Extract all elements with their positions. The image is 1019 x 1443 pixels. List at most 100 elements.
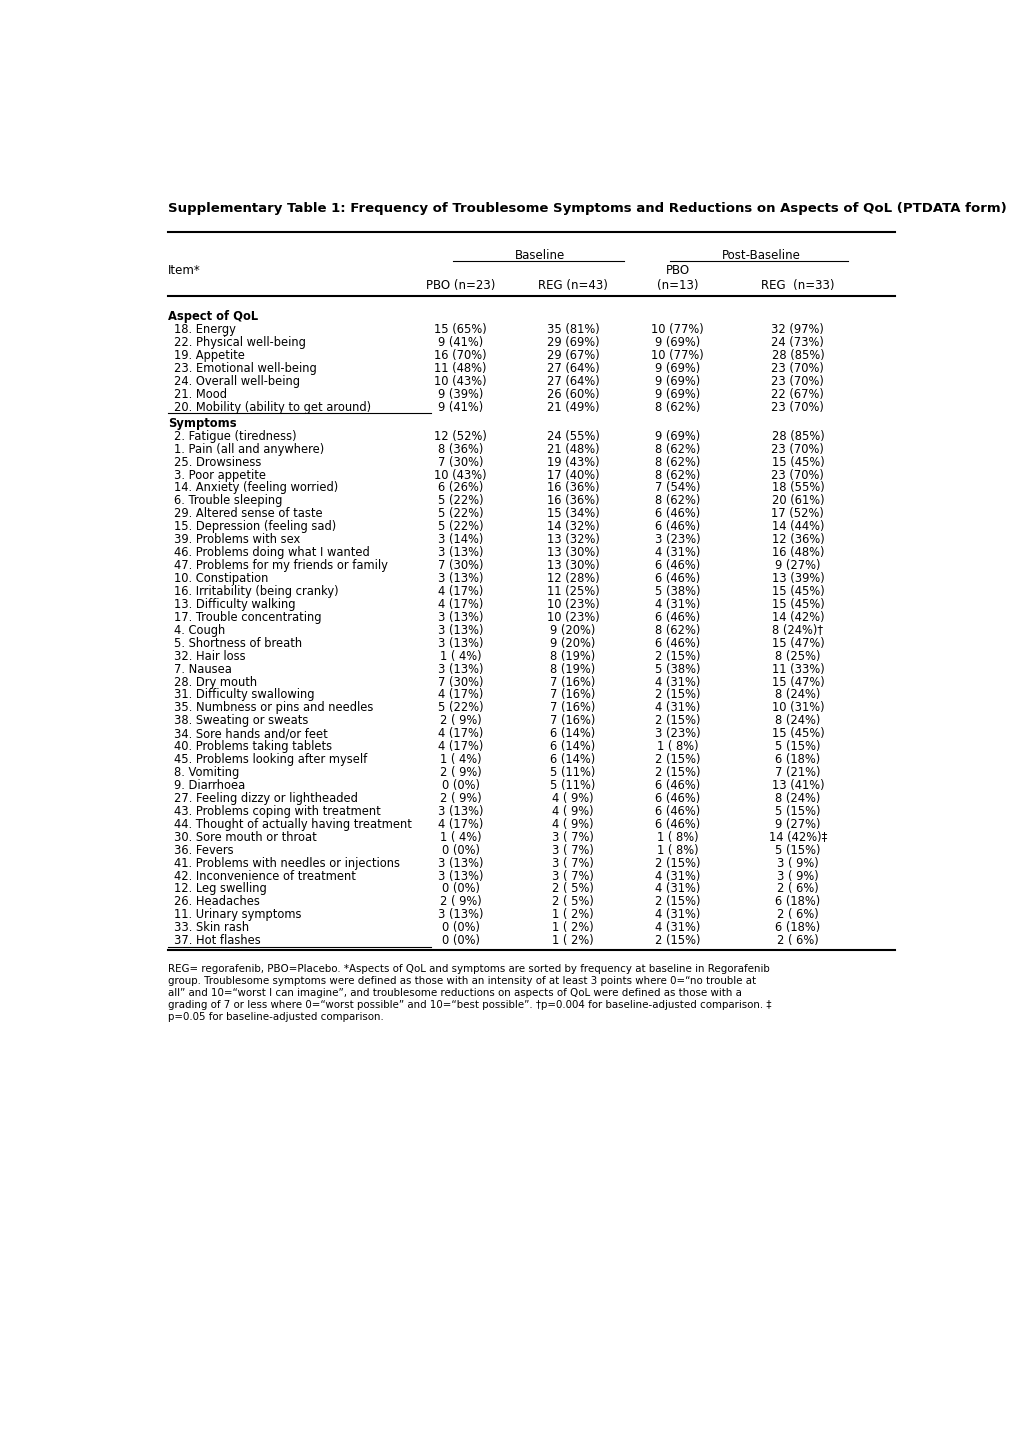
Text: 4 (31%): 4 (31%) [654,545,700,558]
Text: 6 (46%): 6 (46%) [654,792,700,805]
Text: 27 (64%): 27 (64%) [546,375,599,388]
Text: 11 (25%): 11 (25%) [546,584,599,597]
Text: 24 (55%): 24 (55%) [546,430,599,443]
Text: 21 (49%): 21 (49%) [546,401,599,414]
Text: 13 (30%): 13 (30%) [546,558,599,571]
Text: 10 (23%): 10 (23%) [546,610,599,623]
Text: 12 (28%): 12 (28%) [546,571,599,584]
Text: 8 (36%): 8 (36%) [437,443,483,456]
Text: 3 (13%): 3 (13%) [437,662,483,675]
Text: 5 (38%): 5 (38%) [654,584,700,597]
Text: 2 ( 5%): 2 ( 5%) [551,883,593,896]
Text: 2 ( 9%): 2 ( 9%) [439,766,481,779]
Text: 35. Numbness or pins and needles: 35. Numbness or pins and needles [174,701,373,714]
Text: p=0.05 for baseline-adjusted comparison.: p=0.05 for baseline-adjusted comparison. [168,1012,383,1022]
Text: 15. Depression (feeling sad): 15. Depression (feeling sad) [174,521,336,534]
Text: 10 (43%): 10 (43%) [434,375,487,388]
Text: 3 (13%): 3 (13%) [437,857,483,870]
Text: 0 (0%): 0 (0%) [441,921,479,934]
Text: 8 (62%): 8 (62%) [654,443,700,456]
Text: 15 (47%): 15 (47%) [770,636,823,649]
Text: 16 (36%): 16 (36%) [546,482,599,495]
Text: 4. Cough: 4. Cough [174,623,225,636]
Text: 15 (65%): 15 (65%) [434,323,487,336]
Text: 23 (70%): 23 (70%) [770,443,823,456]
Text: 3 ( 7%): 3 ( 7%) [551,857,593,870]
Text: 3 (13%): 3 (13%) [437,623,483,636]
Text: 3 ( 9%): 3 ( 9%) [776,870,818,883]
Text: 4 (17%): 4 (17%) [437,727,483,740]
Text: 28. Dry mouth: 28. Dry mouth [174,675,257,688]
Text: (n=13): (n=13) [656,280,698,293]
Text: 10 (77%): 10 (77%) [651,323,703,336]
Text: 2 ( 9%): 2 ( 9%) [439,896,481,909]
Text: 8 (62%): 8 (62%) [654,623,700,636]
Text: 8 (62%): 8 (62%) [654,456,700,469]
Text: 3 ( 7%): 3 ( 7%) [551,831,593,844]
Text: 6 (14%): 6 (14%) [550,753,595,766]
Text: 39. Problems with sex: 39. Problems with sex [174,534,300,547]
Text: 26 (60%): 26 (60%) [546,388,599,401]
Text: 14. Anxiety (feeling worried): 14. Anxiety (feeling worried) [174,482,338,495]
Text: 10 (43%): 10 (43%) [434,469,487,482]
Text: 32. Hair loss: 32. Hair loss [174,649,246,662]
Text: Item*: Item* [168,264,201,277]
Text: 3 (14%): 3 (14%) [437,534,483,547]
Text: 6 (26%): 6 (26%) [437,482,483,495]
Text: 12 (36%): 12 (36%) [770,534,823,547]
Text: 7 (16%): 7 (16%) [550,714,595,727]
Text: 0 (0%): 0 (0%) [441,934,479,947]
Text: 1 ( 2%): 1 ( 2%) [551,934,593,947]
Text: 6 (18%): 6 (18%) [774,753,819,766]
Text: 3 (13%): 3 (13%) [437,908,483,922]
Text: 8 (25%): 8 (25%) [774,649,820,662]
Text: 1 ( 8%): 1 ( 8%) [656,844,698,857]
Text: 47. Problems for my friends or family: 47. Problems for my friends or family [174,558,387,571]
Text: 9 (27%): 9 (27%) [774,818,820,831]
Text: 37. Hot flashes: 37. Hot flashes [174,934,261,947]
Text: 45. Problems looking after myself: 45. Problems looking after myself [174,753,367,766]
Text: REG= regorafenib, PBO=Placebo. *Aspects of QoL and symptoms are sorted by freque: REG= regorafenib, PBO=Placebo. *Aspects … [168,964,768,974]
Text: 4 (31%): 4 (31%) [654,908,700,922]
Text: 4 ( 9%): 4 ( 9%) [551,818,593,831]
Text: 15 (45%): 15 (45%) [770,597,823,610]
Text: 2 ( 9%): 2 ( 9%) [439,792,481,805]
Text: 23 (70%): 23 (70%) [770,469,823,482]
Text: 4 ( 9%): 4 ( 9%) [551,805,593,818]
Text: 4 ( 9%): 4 ( 9%) [551,792,593,805]
Text: 4 (31%): 4 (31%) [654,701,700,714]
Text: 3 (13%): 3 (13%) [437,805,483,818]
Text: 5 (22%): 5 (22%) [437,508,483,521]
Text: 19. Appetite: 19. Appetite [174,349,245,362]
Text: 46. Problems doing what I wanted: 46. Problems doing what I wanted [174,545,370,558]
Text: 5 (15%): 5 (15%) [774,740,820,753]
Text: 7 (21%): 7 (21%) [774,766,820,779]
Text: Post-Baseline: Post-Baseline [720,248,800,261]
Text: 4 (17%): 4 (17%) [437,688,483,701]
Text: 11 (48%): 11 (48%) [434,362,486,375]
Text: REG  (n=33): REG (n=33) [760,280,834,293]
Text: 8. Vomiting: 8. Vomiting [174,766,239,779]
Text: 6 (46%): 6 (46%) [654,521,700,534]
Text: 6 (46%): 6 (46%) [654,805,700,818]
Text: Supplementary Table 1: Frequency of Troublesome Symptoms and Reductions on Aspec: Supplementary Table 1: Frequency of Trou… [168,202,1006,215]
Text: 22. Physical well-being: 22. Physical well-being [174,336,306,349]
Text: 9 (41%): 9 (41%) [438,336,483,349]
Text: 15 (47%): 15 (47%) [770,675,823,688]
Text: 0 (0%): 0 (0%) [441,883,479,896]
Text: 2 (15%): 2 (15%) [654,934,700,947]
Text: 6 (46%): 6 (46%) [654,558,700,571]
Text: 5 (22%): 5 (22%) [437,701,483,714]
Text: 24 (73%): 24 (73%) [770,336,823,349]
Text: 7 (16%): 7 (16%) [550,675,595,688]
Text: 3 (23%): 3 (23%) [654,534,700,547]
Text: 29 (67%): 29 (67%) [546,349,599,362]
Text: 9 (69%): 9 (69%) [654,430,700,443]
Text: 18. Energy: 18. Energy [174,323,235,336]
Text: 29. Altered sense of taste: 29. Altered sense of taste [174,508,322,521]
Text: 3 (13%): 3 (13%) [437,870,483,883]
Text: 7 (30%): 7 (30%) [437,558,483,571]
Text: 30. Sore mouth or throat: 30. Sore mouth or throat [174,831,317,844]
Text: 2 (15%): 2 (15%) [654,766,700,779]
Text: 13 (39%): 13 (39%) [770,571,823,584]
